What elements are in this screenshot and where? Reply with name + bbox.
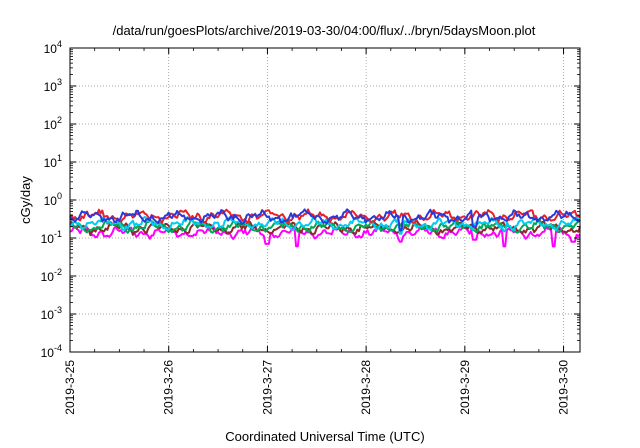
y-tick-label: 10-3 xyxy=(41,305,62,322)
series-line xyxy=(69,224,581,248)
series-line xyxy=(69,219,581,234)
x-axis: 2019-3-25 2019-3-26 2019-3-27 2019-3-28 2019… xyxy=(63,48,571,415)
x-tick-label: 2019-3-27 xyxy=(260,360,274,415)
series-line xyxy=(69,208,581,232)
x-tick-label: 2019-3-28 xyxy=(359,360,373,415)
y-tick-label: 103 xyxy=(44,77,62,94)
y-axis: 10-4 10-3 10-2 10-1 100 101 102 103 104 xyxy=(41,39,580,360)
y-tick-label: 10-2 xyxy=(41,267,62,284)
series-layer xyxy=(69,208,581,248)
x-axis-title: Coordinated Universal Time (UTC) xyxy=(225,429,424,444)
chart-title: /data/run/goesPlots/archive/2019-03-30/0… xyxy=(113,23,536,38)
x-tick-label: 2019-3-29 xyxy=(458,360,472,415)
x-tick-label: 2019-3-25 xyxy=(63,360,77,415)
y-tick-label: 10-1 xyxy=(41,229,62,246)
y-tick-label: 104 xyxy=(44,39,62,56)
y-tick-label: 101 xyxy=(44,153,62,170)
y-axis-title: cGy/day xyxy=(18,176,33,224)
y-tick-label: 100 xyxy=(44,191,62,208)
x-tick-label: 2019-3-26 xyxy=(162,360,176,415)
y-tick-label: 102 xyxy=(44,115,62,132)
grid xyxy=(70,48,580,352)
y-tick-label: 10-4 xyxy=(41,343,62,360)
x-tick-label: 2019-3-30 xyxy=(557,360,571,415)
